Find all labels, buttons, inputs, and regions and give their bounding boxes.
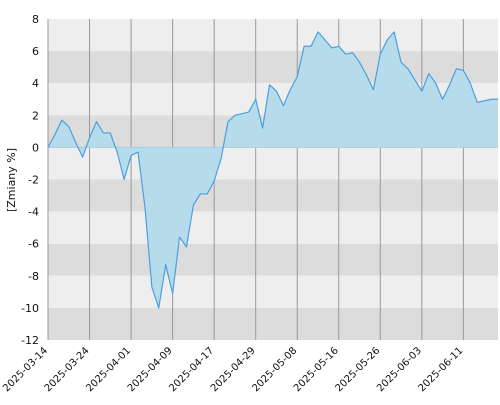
grid-band <box>48 276 498 308</box>
y-tick-label: -4 <box>28 206 39 219</box>
grid-band <box>48 308 498 340</box>
grid-band <box>48 212 498 244</box>
x-tick-label: 2025-06-11 <box>417 345 466 394</box>
y-tick-label: 2 <box>32 109 39 122</box>
grid-band <box>48 244 498 276</box>
y-tick-label: -10 <box>21 302 39 315</box>
grid-band <box>48 180 498 212</box>
grid-band <box>48 19 498 51</box>
y-tick-label: 4 <box>32 77 39 90</box>
y-tick-label: -8 <box>28 270 39 283</box>
grid-band <box>48 147 498 179</box>
y-tick-label: 0 <box>32 141 39 154</box>
y-tick-label: -2 <box>28 174 39 187</box>
y-tick-label: -6 <box>28 238 39 251</box>
y-tick-label: -12 <box>21 334 39 347</box>
y-tick-label: 6 <box>32 45 39 58</box>
y-axis-label: [Zmiany %] <box>5 148 18 212</box>
y-tick-label: 8 <box>32 13 39 26</box>
